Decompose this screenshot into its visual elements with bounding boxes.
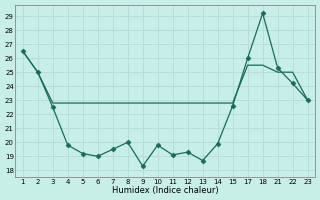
X-axis label: Humidex (Indice chaleur): Humidex (Indice chaleur)	[112, 186, 219, 195]
